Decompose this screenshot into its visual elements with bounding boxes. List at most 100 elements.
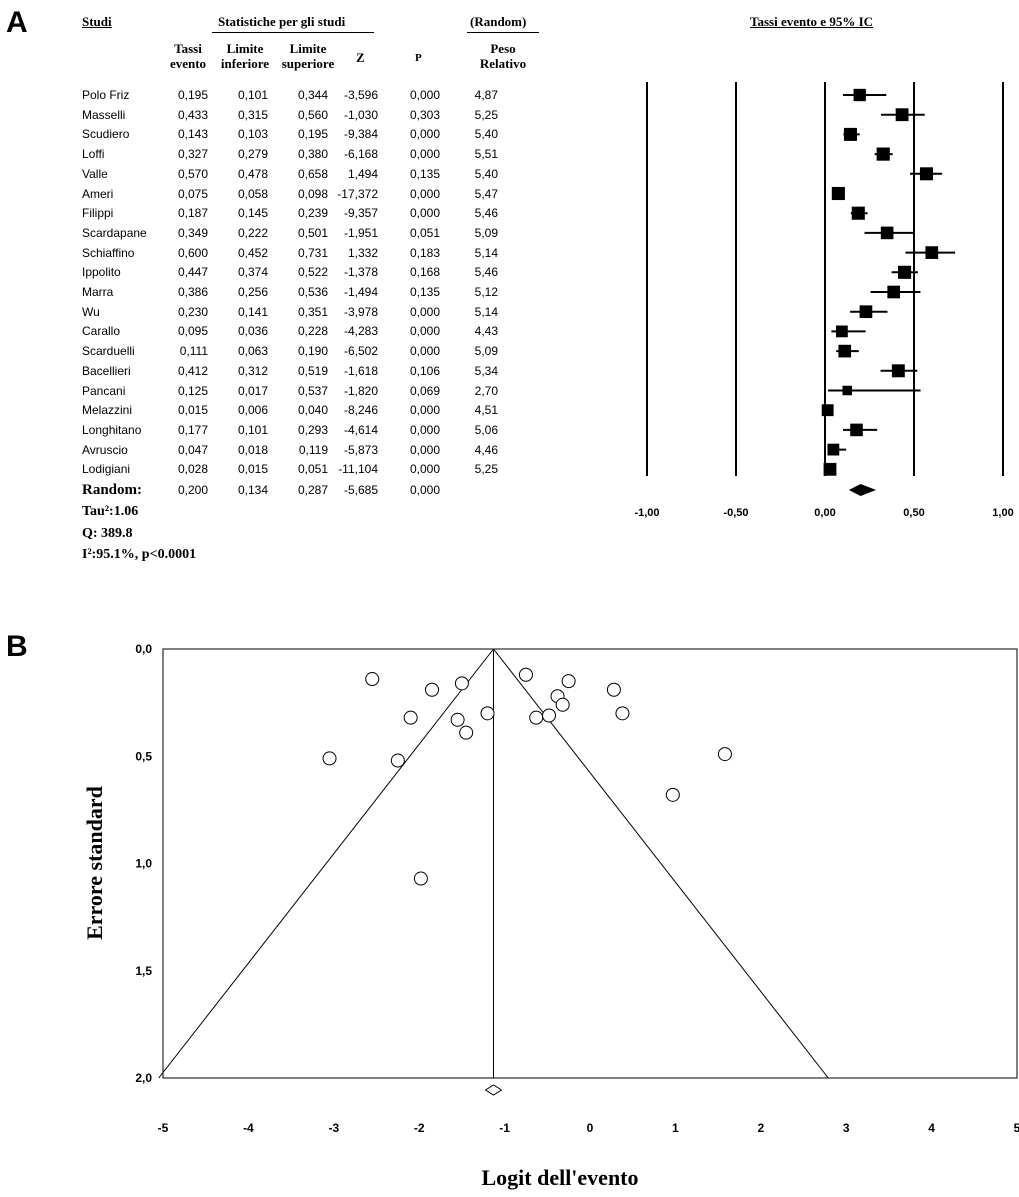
funnel-study-point <box>615 706 630 721</box>
study-weight: 5,40 <box>474 127 498 142</box>
study-name: Valle <box>82 166 108 181</box>
study-upper: 0,731 <box>297 245 328 260</box>
study-p: 0,000 <box>409 422 440 437</box>
study-z: -1,030 <box>343 107 378 122</box>
study-lower: 0,017 <box>237 383 268 398</box>
forest-x-tick-label: 1,00 <box>992 507 1013 519</box>
forest-point-marker <box>895 108 909 122</box>
funnel-x-axis-label: Logit dell'evento <box>481 1165 638 1190</box>
study-z: -4,614 <box>343 422 378 437</box>
funnel-y-tick-label: 1,0 <box>135 857 152 871</box>
study-name: Loffi <box>82 147 105 162</box>
header-z: Z <box>356 50 365 65</box>
study-lower: 0,058 <box>237 186 268 201</box>
study-z: -9,384 <box>343 127 378 142</box>
panel-b-letter: B <box>6 630 28 663</box>
study-upper: 0,519 <box>297 363 328 378</box>
study-weight: 5,51 <box>474 147 498 162</box>
forest-point-marker <box>919 167 933 181</box>
panel-a-letter: A <box>6 6 28 39</box>
study-z: -1,618 <box>343 363 378 378</box>
study-name: Scardapane <box>82 225 147 240</box>
study-lower: 0,063 <box>237 344 268 359</box>
study-z: -1,378 <box>343 265 378 280</box>
study-name: Pancani <box>82 383 126 398</box>
study-upper: 0,228 <box>297 324 328 339</box>
study-rate: 0,386 <box>177 285 208 299</box>
funnel-study-point <box>454 676 469 691</box>
study-upper: 0,119 <box>298 442 328 457</box>
study-upper: 0,351 <box>297 304 328 319</box>
funnel-study-point <box>322 751 337 766</box>
forest-x-tick-label: -0,50 <box>723 507 748 519</box>
forest-x-tick-label: -1,00 <box>634 507 659 519</box>
header-studi: Studi <box>82 14 112 29</box>
study-p: 0,000 <box>409 147 440 162</box>
study-p: 0,000 <box>409 304 440 319</box>
header-tassi-line2: evento <box>169 56 207 71</box>
summary-lower: 0,134 <box>237 483 268 497</box>
study-p: 0,168 <box>409 265 440 280</box>
study-weight: 5,14 <box>474 245 498 260</box>
study-p: 0,000 <box>409 403 440 418</box>
study-name: Polo Friz <box>82 88 130 102</box>
funnel-study-point <box>365 672 380 687</box>
forest-point-marker <box>925 246 939 259</box>
funnel-study-point <box>555 697 570 712</box>
funnel-y-tick-label: 0,5 <box>135 749 152 763</box>
header-stats-rule <box>212 32 374 33</box>
header-lim-inf-line2: inferiore <box>220 56 270 71</box>
study-p: 0,000 <box>409 127 440 142</box>
study-upper: 0,190 <box>297 344 328 359</box>
study-upper: 0,051 <box>297 462 328 477</box>
header-random-rule <box>467 32 539 33</box>
summary-label: Random: <box>82 482 143 498</box>
study-lower: 0,374 <box>237 265 268 280</box>
funnel-x-tick-label: -4 <box>243 1121 254 1135</box>
study-rate: 0,412 <box>177 363 208 378</box>
study-p: 0,051 <box>409 225 440 240</box>
funnel-study-point <box>390 753 405 768</box>
study-name: Schiaffino <box>82 245 135 260</box>
study-rate: 0,349 <box>177 225 208 240</box>
study-z: 1,332 <box>347 245 378 260</box>
study-p: 0,069 <box>409 383 440 398</box>
header-peso-line1: Peso <box>490 41 516 56</box>
study-weight: 4,51 <box>474 403 498 418</box>
study-z: -9,357 <box>343 206 378 221</box>
study-rate: 0,187 <box>177 206 208 221</box>
summary-i2: I²:95.1%, p<0.0001 <box>82 547 197 562</box>
forest-point-marker <box>838 344 852 358</box>
study-rate: 0,047 <box>177 442 208 457</box>
forest-point-marker <box>831 186 845 201</box>
summary-tau: Tau²:1.06 <box>82 504 139 519</box>
header-lim-sup-line2: superiore <box>281 56 335 71</box>
header-tassi: Tassi evento <box>165 41 211 71</box>
summary-q: Q: 389.8 <box>82 526 133 541</box>
study-name: Ameri <box>82 186 114 201</box>
funnel-x-tick-label: 0 <box>587 1121 594 1135</box>
study-rate: 0,570 <box>177 166 208 181</box>
funnel-study-point <box>606 682 621 697</box>
study-p: 0,106 <box>409 363 440 378</box>
funnel-x-tick-label: 4 <box>928 1121 935 1135</box>
forest-point-marker <box>891 364 905 378</box>
funnel-study-point <box>518 667 533 682</box>
study-upper: 0,195 <box>297 127 328 142</box>
study-z: -1,494 <box>343 285 378 299</box>
study-name: Filippi <box>82 206 114 221</box>
summary-z: -5,685 <box>343 483 378 497</box>
forest-point-marker <box>836 325 848 338</box>
study-upper: 0,522 <box>297 265 328 280</box>
study-lower: 0,103 <box>237 127 268 142</box>
funnel-x-tick-label: 1 <box>672 1121 679 1135</box>
study-rate: 0,028 <box>177 462 208 477</box>
header-p: P <box>415 52 422 64</box>
study-p: 0,000 <box>409 442 440 457</box>
funnel-study-point <box>425 682 440 697</box>
header-lim-sup-line1: Limite <box>289 41 327 56</box>
study-p: 0,000 <box>409 186 440 201</box>
funnel-x-tick-label: -1 <box>499 1121 510 1135</box>
study-lower: 0,141 <box>237 304 268 319</box>
study-p: 0,183 <box>409 245 440 260</box>
